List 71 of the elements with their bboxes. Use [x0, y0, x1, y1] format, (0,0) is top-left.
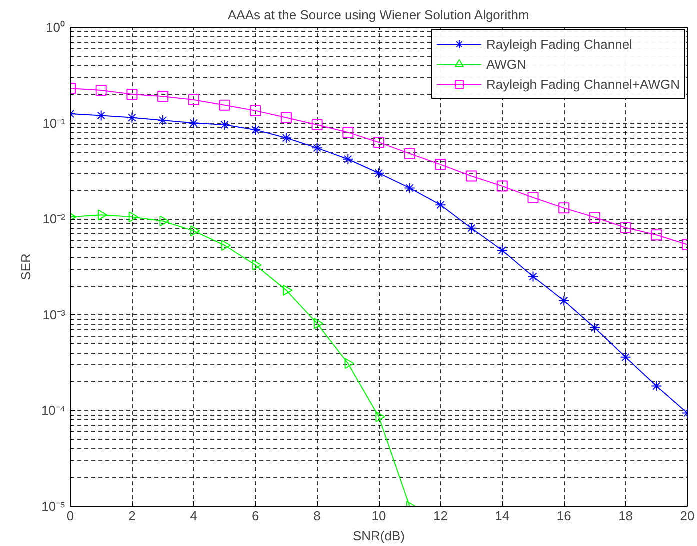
y-tick-label: 10⁻² — [42, 212, 66, 227]
point — [404, 148, 416, 160]
point — [158, 91, 169, 102]
point — [219, 120, 230, 130]
legend-label: AWGN — [486, 56, 526, 72]
point — [158, 114, 169, 126]
y-tick-label: 10⁻⁴ — [41, 403, 66, 418]
point — [558, 202, 570, 214]
y-tick-label: 10⁰ — [46, 20, 66, 35]
point — [160, 216, 170, 227]
point — [280, 132, 292, 144]
point — [404, 182, 416, 194]
point — [283, 284, 293, 296]
point — [314, 318, 324, 330]
legend-label: Rayleigh Fading Channel — [486, 36, 632, 52]
point — [589, 322, 600, 334]
x-tick-label: 12 — [433, 508, 448, 524]
point — [374, 137, 384, 148]
x-tick-label: 4 — [190, 508, 198, 524]
x-tick-label: 20 — [680, 508, 695, 524]
x-tick-label: 0 — [66, 508, 74, 524]
y-axis-title: SER — [18, 254, 34, 280]
chart-title: AAAs at the Source using Wiener Solution Algorithm — [228, 8, 530, 22]
point — [190, 226, 200, 237]
y-tick-label: 10⁻⁵ — [42, 499, 66, 514]
point — [188, 94, 200, 106]
point — [374, 168, 384, 179]
point — [342, 127, 354, 138]
point — [96, 110, 107, 122]
x-tick-label: 14 — [495, 508, 510, 524]
point — [221, 240, 232, 252]
point — [98, 210, 108, 221]
point — [528, 192, 539, 204]
point — [589, 212, 600, 223]
legend-label: Rayleigh Fading Channel+AWGN — [486, 76, 680, 92]
point — [651, 380, 662, 392]
x-tick-label: 6 — [252, 508, 260, 524]
point — [126, 88, 138, 100]
y-tick-label: 10⁻³ — [42, 307, 66, 322]
point — [96, 84, 107, 96]
point — [466, 222, 478, 234]
point — [376, 411, 386, 422]
point — [496, 180, 508, 192]
point — [435, 200, 446, 211]
y-tick-label: 10⁻¹ — [42, 116, 66, 131]
point — [312, 120, 323, 130]
x-tick-label: 10 — [372, 508, 386, 524]
point — [250, 105, 262, 116]
point — [188, 118, 200, 129]
point — [496, 245, 508, 256]
point — [466, 170, 478, 182]
point — [219, 100, 230, 111]
x-axis-title: SNR(dB) — [352, 528, 406, 544]
x-tick-label: 8 — [314, 508, 321, 524]
point — [528, 271, 539, 282]
point — [312, 142, 323, 154]
x-tick-label: 2 — [128, 508, 136, 524]
point — [252, 260, 262, 271]
point — [435, 159, 446, 170]
x-tick-label: 18 — [618, 508, 634, 524]
point — [280, 112, 292, 124]
point — [651, 230, 662, 241]
point — [344, 358, 354, 370]
point — [126, 112, 138, 124]
point — [250, 124, 262, 136]
point — [558, 295, 570, 306]
point — [342, 154, 354, 165]
point — [620, 222, 632, 234]
x-tick-label: 16 — [556, 508, 572, 524]
point — [128, 212, 138, 223]
point — [620, 352, 632, 363]
